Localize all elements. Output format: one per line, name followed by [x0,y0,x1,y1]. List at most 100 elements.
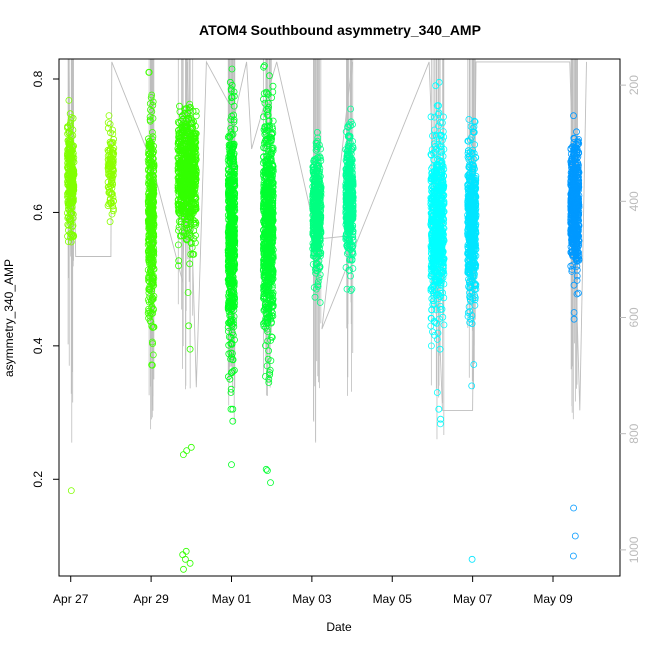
outlier-point [267,479,274,487]
data-point [174,140,182,148]
data-point [230,290,238,297]
data-point [146,137,154,145]
data-point [182,235,190,243]
data-point [147,94,155,101]
data-point [66,140,74,148]
data-point [65,144,73,152]
data-point [180,149,187,157]
data-point [106,156,114,164]
data-point [69,114,77,122]
data-point [105,112,113,119]
data-point [148,247,156,255]
data-point [68,199,76,207]
data-point [66,136,73,144]
data-point [109,202,116,210]
data-point [175,138,183,146]
outlier-point [183,112,191,120]
data-point [107,145,114,153]
data-point [146,117,154,125]
data-point [109,165,117,173]
data-point [146,317,154,325]
outlier-point [262,465,270,473]
data-point [190,162,198,170]
data-point [65,161,73,169]
data-point [231,163,239,171]
data-point [150,233,158,241]
data-point [67,238,75,246]
data-point [146,266,154,274]
data-point [230,118,238,126]
data-point [64,130,71,138]
data-point [182,139,189,147]
outlier-point [67,123,75,131]
data-point [229,303,237,311]
plot-area [64,59,587,573]
data-point [106,120,114,128]
data-point [177,218,185,226]
data-point [149,98,157,106]
data-point [176,206,184,214]
scatter-cluster-8 [342,105,357,294]
outlier-point [228,461,235,469]
data-point [148,108,156,115]
data-point [175,185,182,193]
data-point [67,233,74,241]
data-point [227,315,235,323]
data-point [147,227,155,235]
scatter-cluster-6 [259,62,277,487]
outlier-point [148,128,156,136]
outlier-point [179,551,187,559]
data-point [144,180,152,187]
data-point [191,218,199,226]
data-point [149,133,157,141]
data-point [182,121,190,128]
outlier-point [185,322,193,330]
data-point [186,226,194,234]
data-point [182,161,190,169]
data-point [66,194,74,202]
data-point [146,285,154,293]
data-point [67,117,75,124]
outlier-point [67,487,75,495]
data-point [180,232,188,240]
data-point [427,322,435,330]
data-point [148,281,156,289]
data-point [227,124,235,132]
data-point [227,405,235,413]
outlier-point [147,309,154,316]
data-point [177,160,184,168]
data-point [110,197,117,205]
data-point [179,210,187,218]
data-point [192,232,199,239]
data-point [65,238,72,246]
outlier-point [180,565,187,573]
data-point [181,172,189,180]
outlier-point [186,559,194,567]
data-point [108,177,115,185]
scatter-cluster-1 [64,97,78,495]
data-point [174,181,182,189]
outlier-point [432,82,440,90]
data-point [190,235,198,243]
data-point [191,221,199,229]
data-point [175,262,182,270]
data-point [174,138,182,146]
data-point [191,170,199,178]
data-point [230,158,238,166]
data-point [175,191,183,198]
data-point [189,250,197,258]
data-point [190,220,198,228]
data-point [64,152,71,160]
data-point [187,250,195,258]
data-point [148,273,156,281]
data-point [149,193,157,201]
data-point [67,189,74,197]
data-point [228,65,236,73]
data-point [191,153,199,161]
data-point [190,166,198,174]
outlier-point [187,443,195,451]
outlier-point [183,447,191,455]
data-point [146,283,154,291]
data-point [149,184,157,192]
scatter-cluster-2 [104,112,118,226]
